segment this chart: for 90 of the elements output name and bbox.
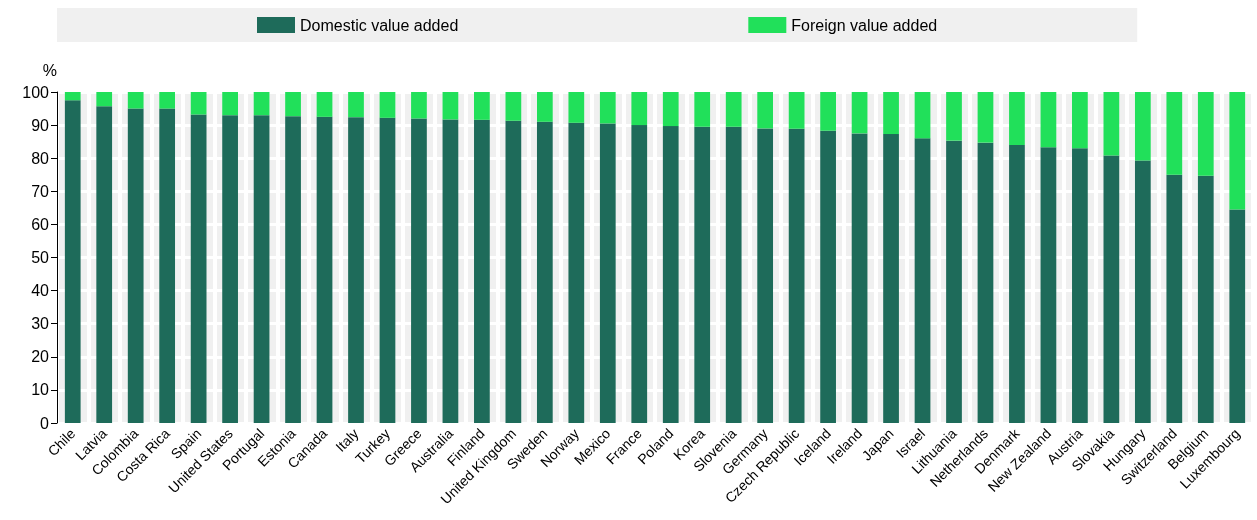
legend-label: Foreign value added bbox=[791, 16, 938, 34]
bar bbox=[1072, 148, 1088, 423]
y-tick-label: 70 bbox=[31, 182, 50, 200]
bar bbox=[159, 92, 176, 109]
bar bbox=[946, 140, 962, 423]
bar bbox=[568, 122, 585, 423]
bar bbox=[1229, 209, 1246, 423]
bar bbox=[851, 133, 868, 423]
bar bbox=[757, 92, 774, 129]
bar bbox=[883, 92, 899, 135]
y-tick-label: 80 bbox=[31, 149, 50, 167]
bar bbox=[190, 92, 207, 115]
bar bbox=[253, 115, 270, 423]
bar bbox=[316, 92, 333, 117]
bar bbox=[127, 92, 144, 109]
bar bbox=[64, 92, 81, 101]
bar bbox=[662, 126, 679, 423]
bar bbox=[1166, 174, 1183, 423]
bar bbox=[96, 92, 113, 107]
bar bbox=[348, 92, 364, 118]
bar bbox=[914, 138, 931, 423]
bar bbox=[411, 92, 427, 119]
y-tick-label: 60 bbox=[31, 215, 50, 233]
bar bbox=[442, 92, 459, 120]
bar bbox=[1134, 92, 1151, 161]
y-tick-label: 30 bbox=[31, 315, 50, 333]
bar bbox=[442, 119, 459, 423]
bar bbox=[725, 92, 742, 127]
bar bbox=[631, 125, 648, 423]
bar bbox=[631, 92, 648, 126]
bar bbox=[1197, 92, 1214, 176]
bar bbox=[285, 116, 301, 423]
bar bbox=[505, 120, 522, 423]
bar bbox=[1103, 92, 1120, 156]
bar bbox=[505, 92, 522, 121]
bar bbox=[725, 126, 742, 423]
bar bbox=[64, 100, 81, 423]
bar bbox=[694, 92, 711, 127]
bar bbox=[253, 92, 270, 116]
y-axis-title: % bbox=[42, 61, 57, 79]
y-tick-label: 0 bbox=[40, 414, 50, 432]
bar bbox=[379, 117, 396, 423]
y-tick-label: 100 bbox=[22, 83, 50, 101]
bar bbox=[474, 92, 490, 120]
bar bbox=[820, 130, 836, 423]
y-tick-label: 90 bbox=[31, 116, 50, 134]
bar bbox=[127, 108, 144, 423]
bar bbox=[1072, 92, 1088, 149]
bar bbox=[851, 92, 868, 134]
bar bbox=[411, 118, 427, 423]
bar bbox=[474, 119, 490, 423]
bar bbox=[159, 108, 176, 423]
bar bbox=[1197, 175, 1214, 423]
bar bbox=[914, 92, 931, 139]
bar bbox=[694, 126, 711, 423]
bar bbox=[977, 142, 994, 423]
bar bbox=[348, 117, 364, 423]
y-tick-label: 20 bbox=[31, 348, 50, 366]
bar bbox=[190, 114, 207, 423]
bar bbox=[1009, 92, 1025, 145]
bar bbox=[757, 128, 774, 423]
bar bbox=[285, 92, 301, 117]
bar bbox=[1229, 92, 1246, 210]
bar bbox=[662, 92, 679, 127]
bar bbox=[222, 92, 238, 116]
bar bbox=[1134, 160, 1151, 423]
bar bbox=[568, 92, 585, 123]
bar bbox=[977, 92, 994, 143]
bar bbox=[222, 115, 238, 423]
bar bbox=[1040, 147, 1057, 423]
y-tick-label: 10 bbox=[31, 381, 50, 399]
y-tick-label: 40 bbox=[31, 282, 50, 300]
bar bbox=[1103, 155, 1120, 423]
bar bbox=[316, 116, 333, 423]
bar bbox=[1040, 92, 1057, 148]
bar bbox=[379, 92, 396, 118]
bar bbox=[820, 92, 836, 131]
bar bbox=[788, 128, 805, 423]
y-tick-label: 50 bbox=[31, 249, 50, 266]
bar bbox=[883, 134, 899, 423]
bar bbox=[599, 92, 616, 124]
bar bbox=[946, 92, 962, 141]
bar bbox=[1009, 144, 1025, 423]
bar bbox=[599, 123, 616, 423]
bar bbox=[96, 106, 113, 423]
bar bbox=[788, 92, 805, 129]
bar bbox=[1166, 92, 1183, 175]
legend-label: Domestic value added bbox=[300, 16, 459, 34]
bar bbox=[536, 92, 553, 122]
bar bbox=[536, 121, 553, 423]
